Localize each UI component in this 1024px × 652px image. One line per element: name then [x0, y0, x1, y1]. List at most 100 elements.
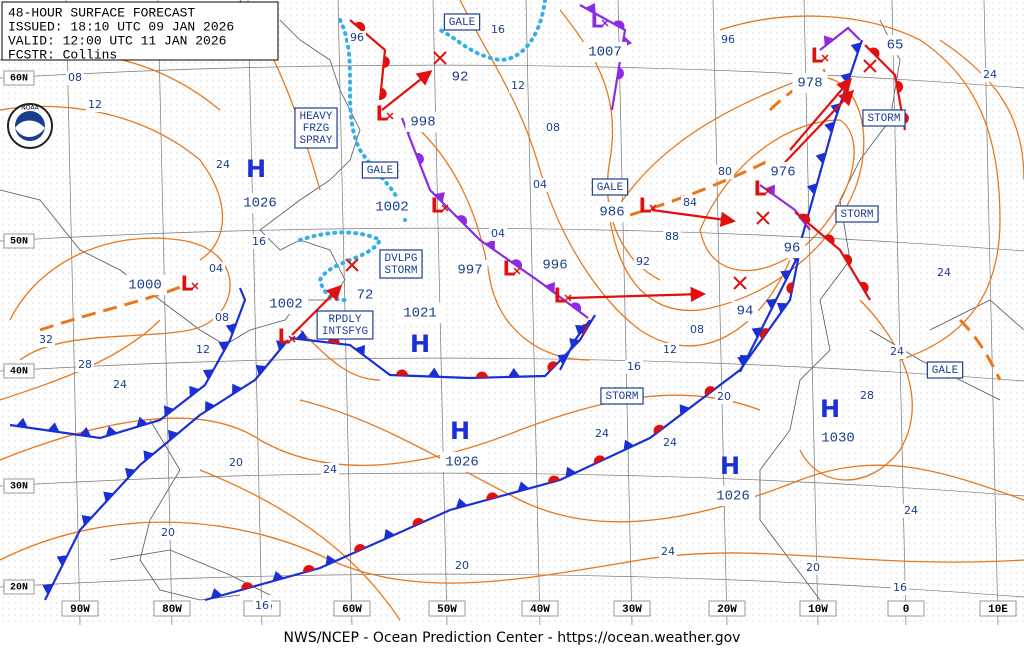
front-semicircle — [354, 544, 366, 553]
lat-label-bg — [3, 233, 35, 249]
isobar-label-bg — [593, 427, 611, 441]
front-line — [204, 249, 802, 602]
high-pressure: 1030 — [821, 431, 855, 447]
front-triangle — [255, 365, 267, 376]
low-pressure-box — [264, 293, 308, 315]
future-pressure-box — [881, 34, 909, 56]
isobar-label-bg — [509, 79, 527, 93]
front-triangle — [295, 330, 308, 341]
isobar-label-bg — [659, 545, 677, 559]
isobar-label: 24 — [890, 345, 904, 358]
isobar-label-bg — [37, 333, 55, 347]
noaa-logo: NOAA — [7, 103, 53, 149]
future-x — [756, 211, 770, 225]
isobar-label-bg — [227, 456, 245, 470]
meridian — [65, 0, 81, 626]
isobar-label-bg — [66, 71, 84, 85]
isobar-label: 28 — [860, 389, 874, 402]
low-x — [191, 282, 199, 290]
front-triangle — [276, 340, 287, 351]
front-triangle — [679, 404, 690, 416]
front-semicircle — [241, 582, 254, 590]
isobar-label-bg — [663, 230, 681, 244]
low-pressure: 978 — [797, 76, 822, 92]
lon-label: 80W — [162, 604, 182, 616]
header-box: 48-HOUR SURFACE FORECAST ISSUED: 18:10 U… — [1, 1, 279, 62]
lon-label-bg — [61, 600, 99, 617]
low-pressure-box — [405, 111, 441, 133]
front-triangle — [15, 417, 28, 428]
lon-label-bg — [979, 600, 1017, 617]
parallel — [0, 357, 1024, 382]
isobar-label-bg — [681, 196, 699, 210]
front-semicircle — [613, 20, 625, 30]
front-line — [349, 19, 387, 101]
future-pressure: 94 — [737, 304, 754, 320]
front-semicircle — [412, 518, 425, 527]
isobar-label-bg — [194, 343, 212, 357]
front-triangle — [189, 385, 200, 397]
future-pressure: 92 — [452, 70, 469, 86]
front-line — [9, 287, 247, 440]
front-triangle — [544, 282, 555, 293]
header-title: 48-HOUR SURFACE FORECAST — [8, 5, 195, 20]
low-symbol: L — [431, 194, 444, 218]
isobar-label-bg — [719, 33, 737, 47]
isobar-label: 24 — [595, 427, 609, 440]
front-semicircle — [415, 153, 424, 165]
front-triangle — [103, 491, 114, 503]
front-semicircle — [653, 424, 665, 435]
isobar-label-bg — [250, 235, 268, 249]
isobar-label-bg — [489, 227, 507, 241]
front-semicircle — [380, 87, 387, 100]
isobar-label-bg — [159, 526, 177, 540]
isobar-label: 16 — [255, 599, 269, 612]
high-pressure: 1026 — [716, 489, 750, 505]
header-issued: ISSUED: 18:10 UTC 09 JAN 2026 — [8, 19, 234, 34]
isobar-label: 24 — [663, 436, 677, 449]
high-symbol: H — [450, 417, 470, 445]
isobar-label: 20 — [806, 561, 820, 574]
low-pressure: 997 — [457, 263, 482, 279]
low-pressure-box — [123, 274, 167, 296]
front-triangle — [205, 400, 216, 412]
low-x — [821, 54, 829, 62]
front-semicircle — [869, 47, 880, 58]
footer-credit: NWS/NCEP - Ocean Prediction Center - htt… — [284, 630, 741, 646]
front-triangle — [354, 345, 365, 356]
front-triangle — [210, 588, 223, 599]
lon-label-bg — [613, 600, 651, 617]
isobar-label: 92 — [636, 255, 650, 268]
isobar-label-bg — [489, 23, 507, 37]
isobar-label-bg — [716, 165, 734, 179]
isobar-label: 24 — [216, 158, 230, 171]
warning-label-box — [835, 205, 879, 223]
high-pressure-box — [238, 192, 282, 214]
front-triangle — [105, 425, 118, 437]
low-symbol: L — [503, 257, 516, 281]
future-pressure: 65 — [887, 38, 904, 54]
isobar-label: 12 — [196, 343, 210, 356]
high-pressure: 1026 — [243, 196, 277, 212]
isobar-label-bg — [891, 581, 909, 595]
high-pressure: 1021 — [403, 306, 437, 322]
low-pressure-box — [792, 72, 828, 94]
future-pressure-box — [351, 284, 379, 306]
front-triangle — [47, 422, 60, 433]
meridian — [157, 0, 173, 626]
lon-label-bg — [887, 600, 925, 617]
isobar-label: 16 — [252, 235, 266, 248]
front-line — [400, 117, 589, 319]
lat-label: 30N — [10, 482, 28, 493]
parallel — [0, 64, 1024, 89]
front-triangle — [815, 152, 826, 164]
isobar-label-bg — [453, 559, 471, 573]
front-triangle — [575, 325, 586, 336]
warning-label-box — [862, 109, 906, 127]
lon-label: 90W — [70, 604, 90, 616]
warning-label-box — [600, 387, 644, 405]
front-semicircle — [570, 302, 582, 312]
future-pressure-box — [778, 237, 806, 259]
front-semicircle — [395, 369, 408, 376]
warning-label-box — [379, 249, 423, 279]
